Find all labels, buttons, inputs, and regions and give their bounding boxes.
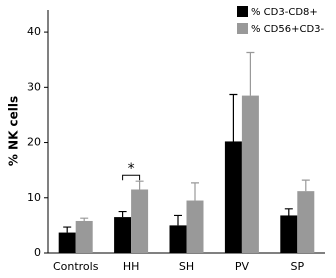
bar (224, 141, 242, 253)
annotation: * (128, 161, 135, 177)
error-bar (246, 51, 255, 96)
x-tick-label: SP (290, 260, 304, 273)
bar (75, 220, 93, 253)
bar (280, 215, 298, 253)
significance-bracket (122, 174, 141, 181)
y-axis-label: % NK cells (7, 96, 21, 166)
legend-label: % CD56+CD3- (251, 24, 325, 35)
legend-label: % CD3-CD8+ (251, 7, 318, 18)
legend-swatch (237, 23, 248, 34)
legend-swatch (237, 6, 248, 17)
bar (131, 189, 149, 253)
bar (297, 191, 315, 253)
error-bar (135, 180, 144, 190)
x-tick-label: SH (179, 260, 194, 273)
error-bar (191, 182, 199, 201)
bar (241, 95, 259, 254)
y-tick-label: 10 (27, 191, 41, 204)
y-tick-label: 0 (34, 246, 41, 259)
y-tick-label: 30 (27, 80, 41, 93)
error-bar (174, 214, 182, 226)
error-bar (229, 93, 238, 142)
y-tick-label: 40 (27, 25, 41, 38)
error-bar (118, 210, 127, 218)
x-tick-label: HH (123, 260, 140, 273)
y-tick-label: 20 (27, 136, 41, 149)
x-tick-label: Controls (53, 260, 99, 273)
x-tick-label: PV (235, 260, 250, 273)
bar (186, 200, 204, 253)
error-bar (80, 217, 89, 221)
bar (114, 217, 132, 253)
bar (58, 232, 76, 253)
bar (169, 225, 187, 253)
error-bar (284, 208, 293, 216)
error-bar (63, 226, 72, 233)
error-bar (301, 179, 310, 192)
